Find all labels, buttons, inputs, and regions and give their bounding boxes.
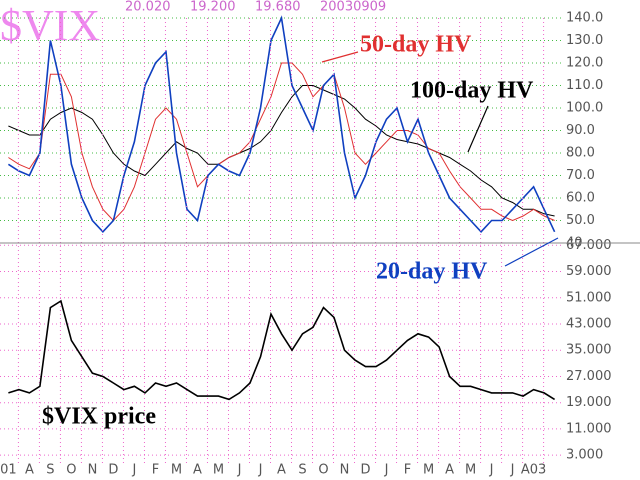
x-tick-label: M: [423, 463, 434, 478]
x-tick-label: F: [404, 463, 411, 478]
y-tick-label: 60.0: [566, 191, 595, 206]
quote-field: 20030909: [320, 0, 386, 15]
annotation: 100-day HV: [410, 78, 534, 104]
x-tick-label: N: [340, 463, 350, 478]
y-tick-label: 59.000: [566, 264, 612, 279]
x-tick-label: M: [213, 463, 224, 478]
x-tick-label: J: [510, 463, 515, 478]
series-line: [7, 15, 556, 233]
y-tick-label: 19.000: [566, 395, 612, 410]
series-line: [8, 299, 556, 401]
series-line: [8, 62, 555, 222]
x-tick-label: J: [258, 463, 263, 478]
x-tick-label: 01: [0, 463, 17, 478]
annotation: 50-day HV: [360, 32, 472, 58]
x-tick-label: J: [384, 463, 389, 478]
y-tick-label: 90.0: [566, 123, 595, 138]
y-tick-label: 27.000: [566, 369, 612, 384]
x-tick-label: A: [193, 463, 202, 478]
x-tick-label: D: [361, 463, 371, 478]
y-tick-label: 130.0: [566, 33, 603, 48]
y-tick-label: 50.0: [566, 213, 595, 228]
x-tick-label: F: [152, 463, 159, 478]
x-tick-label: O: [66, 463, 76, 478]
quote-field: 19.200: [190, 0, 236, 15]
y-tick-label: 120.0: [566, 56, 603, 71]
annotation: $VIX price: [42, 404, 156, 430]
y-tick-label: 70.0: [566, 168, 595, 183]
annotation-pointer: [321, 51, 359, 63]
quote-field: 19.680: [255, 0, 301, 15]
x-tick-label: D: [108, 463, 118, 478]
x-tick-label: J: [132, 463, 137, 478]
x-tick-label: O: [318, 463, 328, 478]
x-tick-label: M: [465, 463, 476, 478]
x-tick-label: J: [489, 463, 494, 478]
y-tick-label: 67.000: [566, 238, 612, 253]
y-tick-label: 51.000: [566, 290, 612, 305]
x-tick-label: J: [237, 463, 242, 478]
annotation-pointer: [504, 237, 559, 267]
x-tick-label: A: [277, 463, 286, 478]
annotation: 20-day HV: [376, 259, 488, 285]
y-tick-label: 140.0: [566, 11, 603, 26]
quote-field: 20.020: [125, 0, 171, 15]
x-tick-label: A: [445, 463, 454, 478]
y-tick-label: 35.000: [566, 343, 612, 358]
y-tick-label: 11.000: [566, 421, 612, 436]
x-tick-label: M: [171, 463, 182, 478]
y-tick-label: 110.0: [566, 78, 603, 93]
y-tick-label: 80.0: [566, 146, 595, 161]
annotation-pointer: [467, 105, 489, 153]
x-tick-label: A03: [521, 463, 546, 478]
x-tick-label: S: [298, 463, 306, 478]
x-tick-label: N: [88, 463, 98, 478]
x-tick-label: S: [46, 463, 54, 478]
y-tick-label: 43.000: [566, 316, 612, 331]
series-line: [8, 85, 555, 217]
y-tick-label: 100.0: [566, 101, 603, 116]
y-tick-label: 3.000: [566, 448, 603, 463]
x-tick-label: A: [25, 463, 34, 478]
